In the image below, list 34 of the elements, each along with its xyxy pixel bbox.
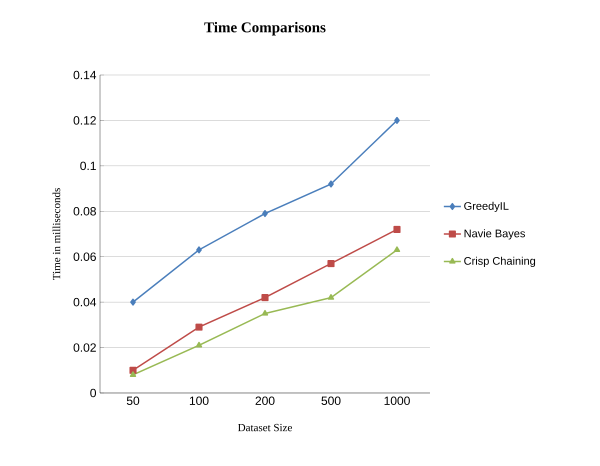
point (195, 324, 203, 331)
point (394, 246, 400, 252)
point (394, 116, 400, 124)
y-tick-label: 0.08 (74, 207, 96, 216)
point (262, 310, 268, 316)
x-axis-title: Dataset Size (238, 424, 292, 432)
legend-label: GreedyIL (464, 202, 509, 212)
y-tick-label: 0.14 (74, 70, 96, 80)
y-tick-label: 0.04 (74, 298, 96, 306)
point (196, 246, 202, 254)
point (130, 298, 136, 306)
x-tick-label: 50 (126, 396, 140, 406)
y-tick-label: 0.1 (80, 162, 96, 170)
y-axis-title: Time in milliseconds (52, 188, 60, 280)
y-tick-label: 0 (90, 388, 96, 398)
y-tick-label: 0.12 (74, 116, 96, 125)
point (129, 366, 137, 374)
legend-label: Navie Bayes (464, 229, 525, 240)
x-tick-label: 500 (321, 396, 341, 406)
x-tick-label: 1000 (384, 396, 410, 406)
point (261, 294, 269, 302)
point (196, 342, 202, 348)
point (328, 294, 334, 300)
point (262, 210, 268, 218)
legend-label: Crisp Chaining (464, 256, 536, 267)
point (327, 260, 335, 268)
chart-title: Time Comparisons (204, 22, 326, 36)
point (328, 180, 334, 188)
y-tick-label: 0.02 (74, 343, 96, 352)
x-tick-label: 100 (190, 396, 209, 406)
point (130, 371, 136, 377)
y-tick-label: 0.06 (74, 252, 96, 261)
point (393, 226, 401, 233)
x-tick-label: 200 (256, 396, 275, 406)
